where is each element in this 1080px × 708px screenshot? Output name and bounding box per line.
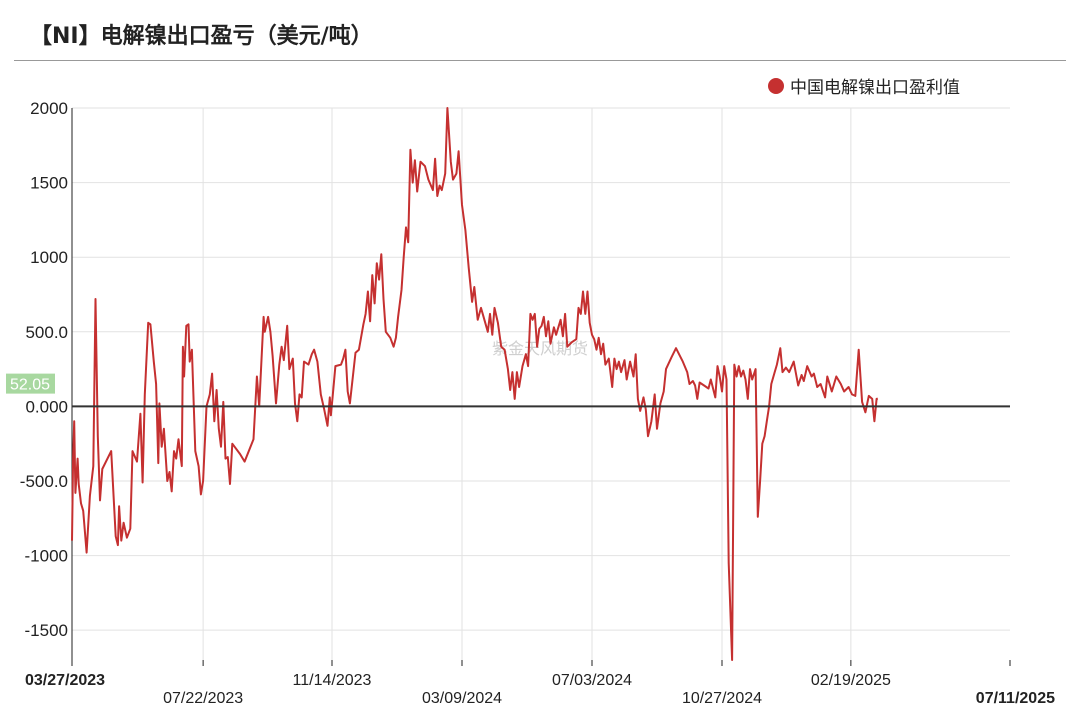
last-value-badge: 52.05: [6, 373, 55, 394]
y-tick-label: -500.0: [20, 472, 68, 491]
y-tick-label: 500.0: [25, 323, 68, 342]
x-tick-label: 11/14/2023: [293, 672, 372, 689]
x-tick-label: 07/03/2024: [552, 672, 632, 689]
y-tick-label: 1000: [30, 248, 68, 267]
y-tick-label: -1000: [25, 547, 68, 566]
x-tick-label: 03/09/2024: [422, 690, 502, 707]
title-divider: [14, 60, 1066, 61]
x-axis-ticks: 03/27/2023 07/22/2023 11/14/2023 03/09/2024…: [25, 660, 1055, 707]
last-value-label: 52.05: [10, 377, 50, 394]
y-tick-label: 0.000: [25, 397, 68, 416]
x-tick-label: 03/27/2023: [25, 672, 105, 689]
watermark: 紫金天风期货: [492, 339, 588, 358]
series-line-export-profit: [71, 107, 879, 661]
x-tick-label: 07/22/2023: [163, 690, 243, 707]
legend-marker-icon: [768, 77, 784, 94]
x-tick-label: 10/27/2024: [682, 690, 762, 707]
legend-label: 中国电解镍出口盈利值: [790, 78, 960, 98]
y-tick-label: 1500: [30, 174, 68, 193]
y-tick-label: -1500: [25, 621, 68, 640]
legend[interactable]: 中国电解镍出口盈利值: [768, 73, 960, 98]
x-tick-label: 07/11/2025: [976, 690, 1055, 707]
x-tick-label: 02/19/2025: [811, 672, 891, 689]
y-tick-label: 2000: [30, 99, 68, 118]
chart-title: 【NI】电解镍出口盈亏（美元/吨）: [30, 24, 373, 49]
y-axis-ticks: 2000 1500 1000 500.0 0.000 -500.0 -1000 -1500: [20, 99, 68, 640]
